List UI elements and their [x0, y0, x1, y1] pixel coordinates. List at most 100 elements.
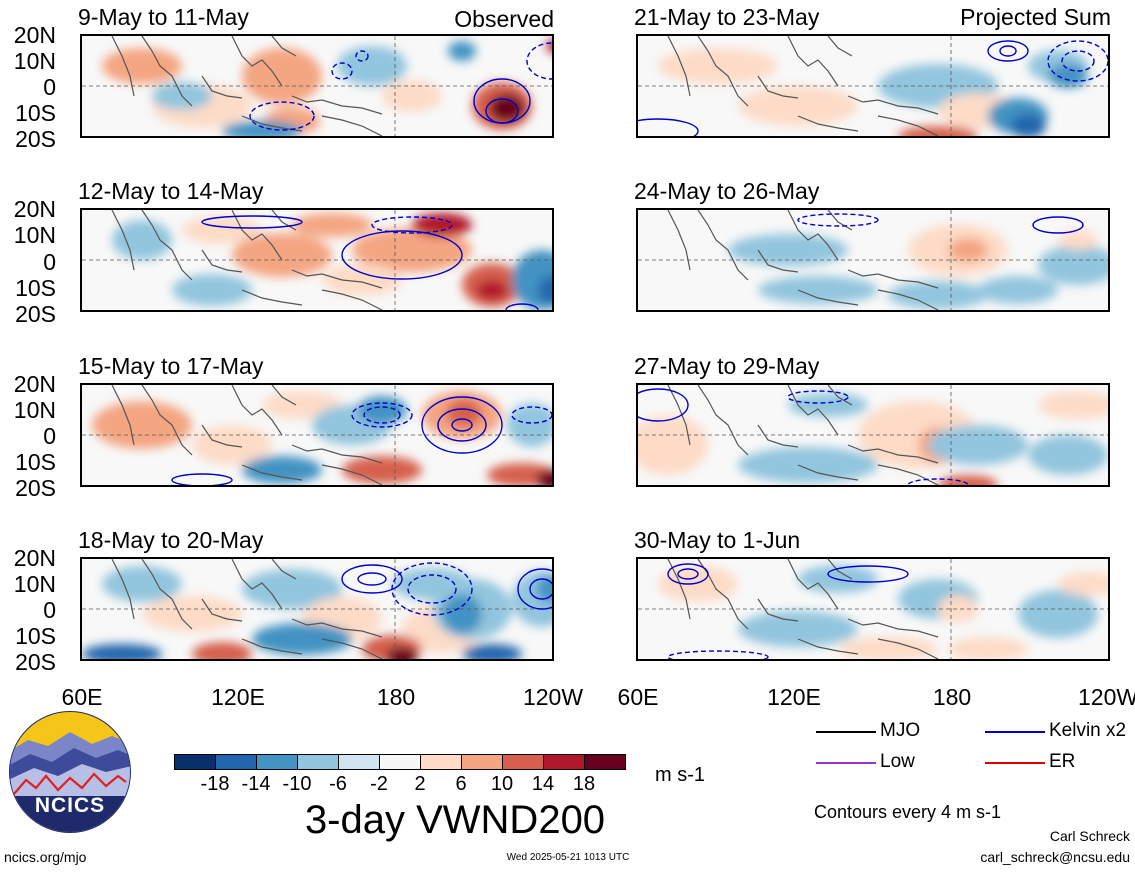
wind-anomaly-shade [536, 575, 552, 603]
legend-line-er [985, 762, 1045, 764]
wind-anomaly-shade [1058, 572, 1108, 596]
wind-anomaly-shade [948, 637, 1028, 659]
wind-anomaly-shade [1018, 590, 1098, 638]
kelvin-contour [341, 230, 463, 280]
kelvin-contour [331, 62, 353, 80]
legend-label-low: Low [880, 751, 915, 772]
wind-anomaly-shade [888, 281, 988, 309]
wind-anomaly-shade [252, 623, 352, 655]
kelvin-contour [638, 118, 699, 136]
lat-label: 0 [43, 597, 56, 623]
lat-label: 10S [15, 623, 56, 649]
lat-label: 10S [15, 100, 56, 126]
kelvin-contour [677, 568, 699, 580]
wind-anomaly-shade [112, 220, 172, 260]
wind-anomaly-shade [738, 447, 878, 483]
wind-anomaly-shade [386, 647, 418, 659]
kelvin-contour [485, 98, 519, 124]
footer-url[interactable]: ncics.org/mjo [4, 849, 87, 865]
map-field [638, 385, 1108, 485]
kelvin-contour [999, 45, 1017, 57]
wind-anomaly-shade [342, 456, 422, 484]
lon-label: 120E [767, 684, 821, 710]
kelvin-contour [505, 303, 539, 310]
coastline [111, 385, 383, 485]
lon-label: 120W [522, 684, 584, 710]
wind-anomaly-shade [1028, 435, 1108, 475]
wind-anomaly-shade [442, 594, 482, 634]
colorbar-swatch [379, 754, 421, 770]
wind-anomaly-shade [928, 425, 1028, 465]
map-panel-observed-4 [80, 557, 554, 661]
wind-anomaly-shade [82, 644, 162, 659]
figure-title: 3-day VWND200 [304, 798, 606, 842]
wind-anomaly-shade [758, 276, 878, 304]
colorbar-swatch [256, 754, 298, 770]
kelvin-contour [667, 563, 709, 585]
wind-anomaly-shade [938, 595, 978, 623]
wind-anomaly-shade [322, 264, 402, 296]
wind-anomaly-shade [638, 415, 708, 475]
colorbar-label: -6 [329, 773, 347, 795]
legend-line-low [816, 762, 876, 764]
kelvin-contour [529, 578, 552, 600]
coastline [111, 559, 383, 659]
lat-label: 20N [13, 196, 56, 222]
legend-label-kelvin: Kelvin x2 [1049, 720, 1127, 741]
legend-label-er: ER [1049, 751, 1076, 772]
wind-anomaly-shade [546, 39, 552, 53]
wind-anomaly-shade [242, 456, 322, 484]
footer-email[interactable]: carl_schreck@ncsu.edu [980, 849, 1130, 865]
lat-label: 10S [15, 275, 56, 301]
kelvin-contour [526, 42, 552, 80]
panel-label-6: 24-May to 26-May [634, 178, 820, 204]
colorbar-swatch [420, 754, 462, 770]
colorbar-label: 14 [531, 773, 555, 795]
wind-anomaly-shade [838, 637, 938, 659]
map-panel-observed-2 [80, 208, 554, 312]
colorbar-label: -18 [200, 773, 230, 795]
wind-anomaly-shade [382, 80, 442, 112]
lat-label: 10N [13, 48, 56, 74]
observed-label: Observed [454, 6, 554, 32]
legend-line-kelvin [985, 731, 1045, 733]
kelvin-contour [1061, 50, 1095, 72]
kelvin-contour [797, 213, 879, 227]
wind-anomaly-shade [172, 274, 252, 306]
map-panel-observed-1 [80, 34, 554, 138]
colorbar-swatch [461, 754, 503, 770]
lat-label: 10N [13, 222, 56, 248]
lat-label: 20S [15, 649, 56, 675]
wind-anomaly-shade [938, 475, 998, 485]
contour-note: Contours every 4 m s-1 [814, 802, 1002, 822]
wind-anomaly-shade [489, 94, 525, 122]
colorbar-swatch [174, 754, 216, 770]
wind-anomaly-shade [92, 401, 192, 449]
lat-label: 20S [15, 475, 56, 501]
wind-anomaly-shade [658, 48, 778, 84]
lat-label: 20N [13, 545, 56, 571]
map-panel-projected-1 [636, 34, 1110, 138]
colorbar-label: 2 [414, 773, 426, 795]
colorbar-swatch [215, 754, 257, 770]
kelvin-contour [451, 418, 473, 432]
kelvin-contour [1032, 216, 1084, 234]
logo-text: NCICS [35, 794, 105, 817]
wind-anomaly-shade [788, 393, 868, 417]
kelvin-contour [437, 408, 487, 442]
wind-anomaly-shade [412, 213, 472, 237]
colorbar-label: 18 [572, 773, 596, 795]
map-field [638, 210, 1108, 310]
map-field [82, 559, 552, 659]
kelvin-contour [391, 562, 473, 616]
wind-anomaly-shade [222, 121, 302, 136]
lat-label: 20N [13, 371, 56, 397]
kelvin-contour [517, 568, 552, 610]
wind-anomaly-shade [1048, 64, 1088, 88]
map-panel-projected-3 [636, 383, 1110, 487]
kelvin-contour [511, 406, 552, 424]
coastline [111, 210, 383, 310]
ncics-logo: NCICS [8, 710, 132, 834]
lat-label: 20S [15, 301, 56, 327]
colorbar-label: 10 [490, 773, 514, 795]
